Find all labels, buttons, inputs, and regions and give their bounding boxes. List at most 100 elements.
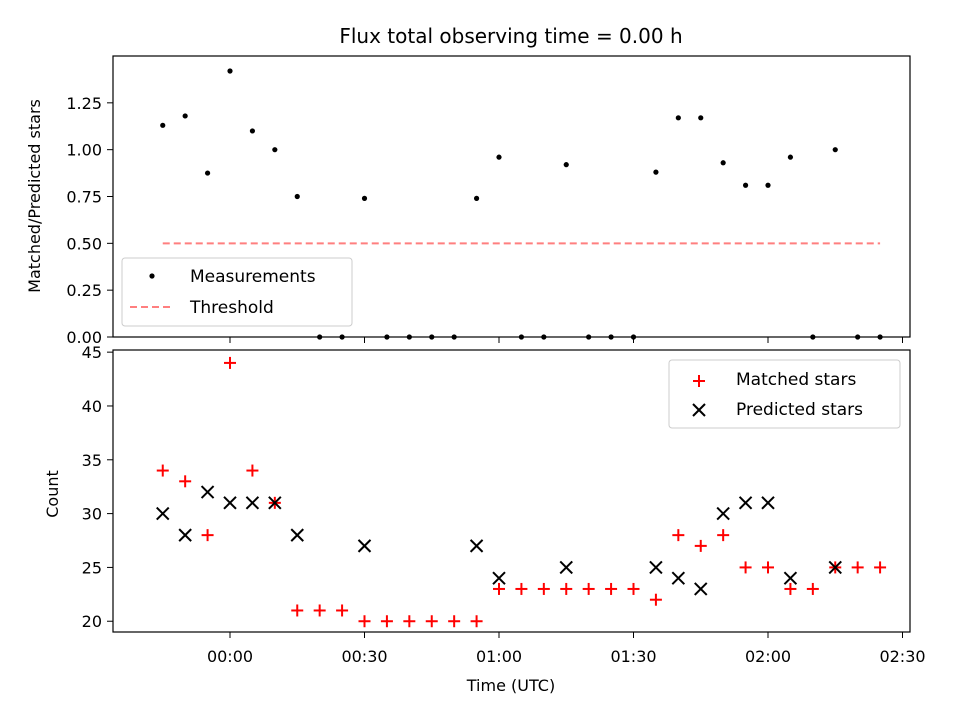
measurement-point [339, 334, 345, 340]
measurement-point [855, 334, 861, 340]
bottom-panel: Count Time (UTC) 20 25 30 35 40 45 00:00 00:30… [43, 343, 926, 695]
predicted-star-point [178, 528, 192, 542]
legend-label-matched: Matched stars [736, 370, 856, 390]
bottom-x-tick-label: 01:30 [610, 647, 656, 666]
bottom-x-tick-label: 02:30 [879, 647, 925, 666]
measurement-point [406, 334, 412, 340]
matched-star-point [582, 582, 595, 595]
bottom-y-tick-label: 25 [82, 558, 102, 577]
matched-star-point [380, 615, 393, 628]
matched-star-point [313, 604, 326, 617]
measurement-point [451, 334, 457, 340]
measurement-point [182, 113, 188, 119]
matched-star-point [717, 529, 730, 542]
matched-star-point [694, 539, 707, 552]
measurement-point [160, 122, 166, 128]
bottom-y-tick-label: 35 [82, 451, 102, 470]
bottom-legend: Matched stars Predicted stars [668, 359, 901, 429]
measurement-point [698, 115, 704, 121]
top-y-tick-label: 0.25 [66, 281, 102, 300]
top-legend: Measurements Threshold [121, 257, 353, 327]
measurement-point [294, 193, 300, 200]
matched-star-point [672, 529, 685, 542]
measurement-point [204, 170, 211, 176]
predicted-star-point [671, 571, 686, 585]
top-y-axis-label: Matched/Predicted stars [25, 99, 44, 293]
bottom-x-axis-label: Time (UTC) [466, 676, 555, 695]
top-y-ticks: 0.00 0.25 0.50 0.75 1.00 1.25 [66, 94, 113, 347]
matched-star-point [358, 615, 371, 628]
matched-star-point [246, 464, 259, 477]
measurement-point [675, 115, 681, 121]
measurement-point [361, 195, 368, 201]
bottom-y-tick-label: 20 [82, 612, 102, 631]
predicted-star-point [694, 582, 708, 596]
top-y-tick-label: 0.00 [66, 328, 102, 347]
matched-star-point [425, 615, 438, 628]
bottom-x-ticks: 00:00 00:30 01:00 01:30 02:00 02:30 [207, 632, 926, 666]
measurement-point [787, 154, 794, 160]
measurement-point [630, 334, 637, 340]
measurement-point [877, 334, 883, 340]
matched-star-point [403, 615, 416, 628]
top-y-tick-label: 0.75 [66, 188, 102, 207]
measurement-point [608, 334, 614, 340]
bottom-x-tick-label: 00:00 [207, 647, 253, 666]
measurement-point [317, 334, 323, 340]
predicted-star-point [245, 496, 260, 510]
matched-star-point [336, 604, 349, 617]
measurement-point [473, 195, 480, 201]
matched-star-point [179, 475, 192, 488]
matched-star-point [493, 582, 505, 595]
measurement-point [541, 334, 547, 340]
predicted-star-point [492, 571, 506, 585]
legend-label-predicted: Predicted stars [736, 400, 863, 420]
legend-marker-predicted [692, 403, 706, 417]
matched-star-point [874, 561, 887, 574]
predicted-star-point [200, 485, 215, 499]
top-legend-box [121, 257, 353, 327]
measurement-point [518, 334, 525, 340]
matched-star-point [605, 582, 618, 595]
predicted-star-point [156, 506, 170, 521]
matched-star-point [156, 464, 169, 477]
predicted-star-point [268, 496, 282, 510]
predicted-star-point [783, 571, 798, 585]
bottom-y-tick-label: 30 [82, 505, 102, 524]
measurement-point [563, 162, 569, 168]
matched-star-point [560, 582, 573, 595]
matched-star-point [470, 615, 483, 628]
bottom-legend-box [668, 359, 901, 429]
predicted-star-point [716, 506, 730, 521]
matched-star-point [201, 529, 214, 542]
matched-star-point [649, 593, 662, 606]
matched-star-point [448, 615, 461, 628]
matched-star-point [762, 561, 774, 574]
measurement-point [227, 68, 233, 74]
bottom-y-tick-label: 45 [82, 343, 102, 362]
predicted-star-point [761, 496, 775, 510]
bottom-x-tick-label: 00:30 [341, 647, 387, 666]
matched-star-point [784, 582, 797, 595]
predicted-star-point [828, 560, 842, 575]
predicted-star-point [357, 539, 372, 553]
measurement-point [429, 334, 435, 340]
predicted-star-point [649, 560, 663, 575]
matched-star-point [739, 561, 752, 574]
measurement-point [272, 147, 278, 153]
top-y-tick-label: 1.00 [66, 141, 102, 160]
predicted-star-point [559, 560, 573, 575]
legend-marker-matched [693, 375, 705, 387]
predicted-star-point [223, 496, 237, 510]
measurement-point [384, 334, 390, 340]
measurement-point [653, 169, 659, 175]
measurement-point [586, 334, 592, 340]
bottom-x-tick-label: 02:00 [745, 647, 791, 666]
bottom-y-axis-label: Count [43, 470, 62, 518]
matched-star-point [627, 582, 640, 595]
top-y-tick-label: 1.25 [66, 94, 102, 113]
predicted-star-point [469, 539, 484, 553]
predicted-star-point [738, 496, 753, 510]
measurement-point [496, 154, 502, 160]
